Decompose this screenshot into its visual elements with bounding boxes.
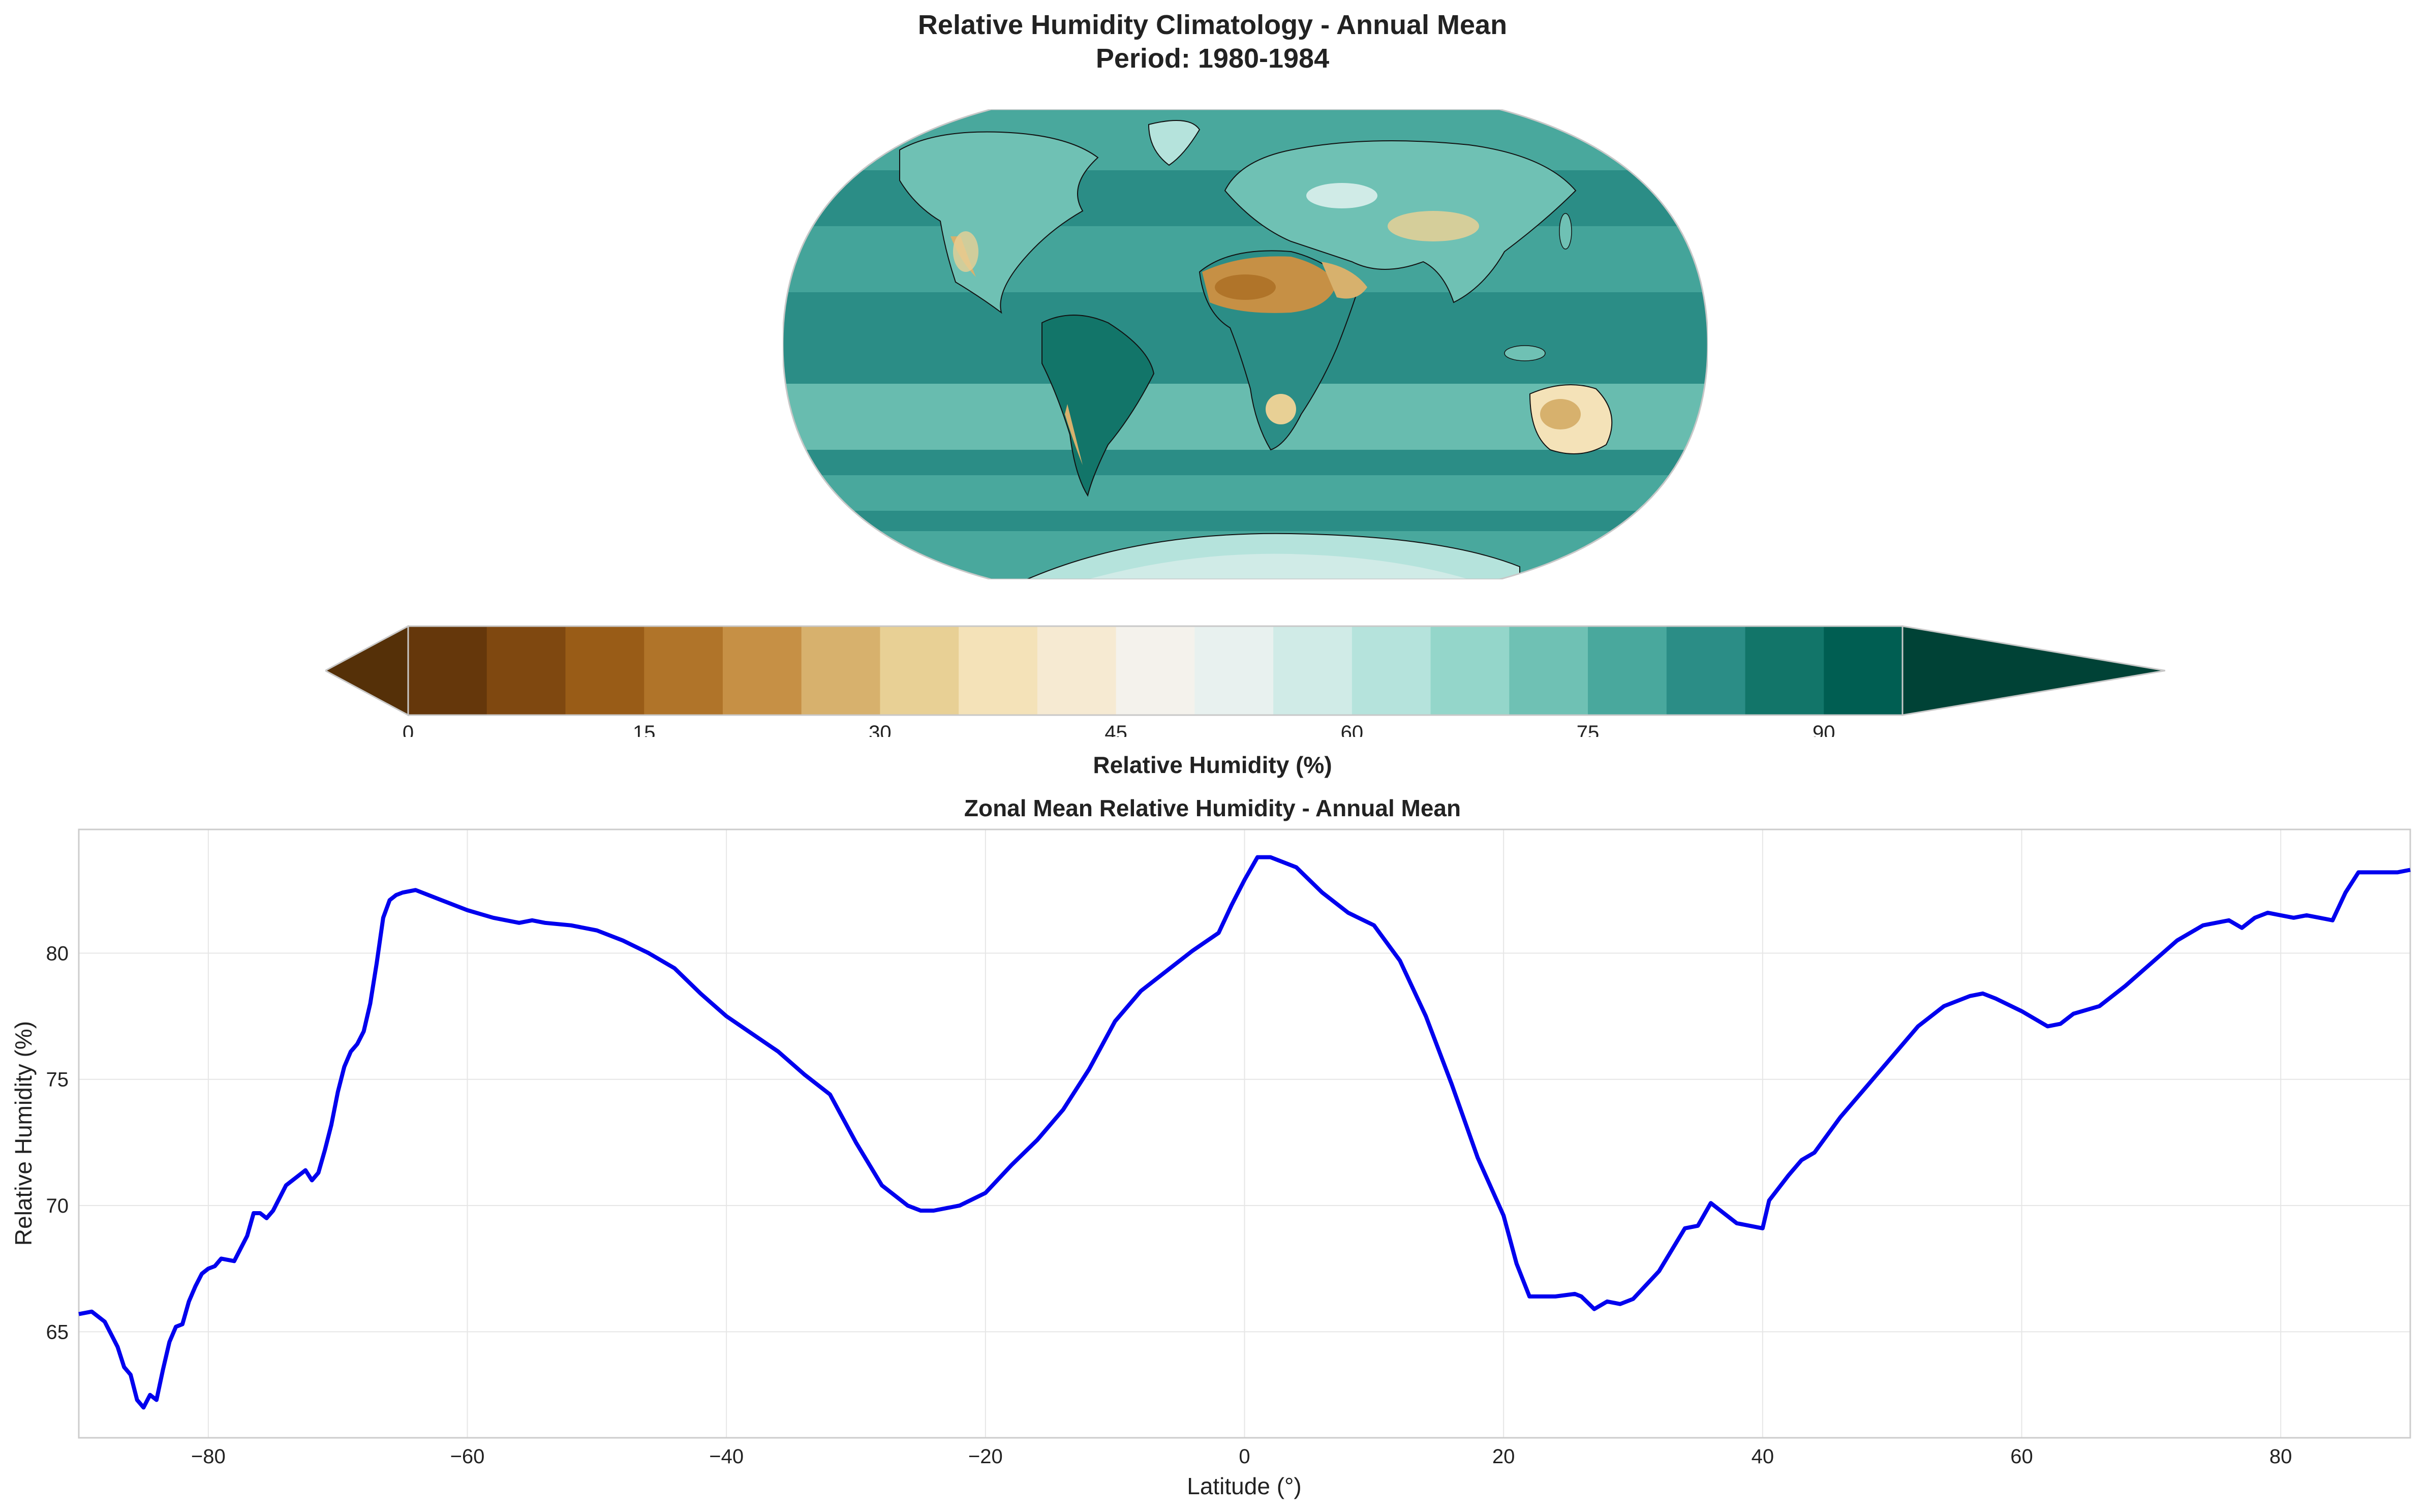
colorbar-segment — [1745, 626, 1824, 715]
map-frame — [783, 109, 1708, 579]
grid — [79, 829, 2410, 1438]
x-tick-label: 20 — [1492, 1445, 1515, 1468]
colorbar-tick-label: 60 — [1341, 722, 1364, 737]
figure-title: Relative Humidity Climatology - Annual M… — [917, 10, 1508, 40]
x-tick-label: −80 — [191, 1445, 226, 1468]
colorbar-tick-label: 90 — [1813, 722, 1835, 737]
y-axis-label: Relative Humidity (%) — [10, 1021, 37, 1246]
x-axis-label: Latitude (°) — [1187, 1473, 1302, 1499]
colorbar-segment — [1824, 626, 1903, 715]
greenland-landmass — [1148, 120, 1201, 166]
colorbar-segment — [801, 626, 880, 715]
figure-subtitle: Period: 1980-1984 — [1095, 43, 1330, 74]
colorbar: 0 15 30 45 60 75 90 — [325, 625, 2165, 737]
colorbar-segment — [408, 626, 487, 715]
colorbar-segment — [1430, 626, 1510, 715]
colorbar-tick-label: 15 — [633, 722, 656, 737]
y-tick-label: 65 — [46, 1321, 69, 1343]
zonal-mean-chart: −80 −60 −40 −20 0 20 40 60 80 65 70 75 80 Latitude … — [10, 828, 2411, 1499]
map-fill — [783, 109, 1708, 579]
colorbar-extend-low — [325, 625, 409, 717]
colorbar-extend-high — [1901, 625, 2165, 716]
colorbar-segment — [1194, 626, 1274, 715]
x-tick-label: −60 — [450, 1445, 485, 1468]
colorbar-tick-label: 75 — [1577, 722, 1600, 737]
colorbar-segment — [565, 626, 644, 715]
x-tick-label: 60 — [2010, 1445, 2033, 1468]
world-map — [783, 109, 1708, 579]
colorbar-tick-label: 0 — [403, 722, 414, 737]
south-america-landmass — [1041, 315, 1155, 497]
colorbar-segment — [1116, 626, 1195, 715]
colorbar-segment — [959, 626, 1038, 715]
colorbar-segment — [1352, 626, 1431, 715]
colorbar-segment — [644, 626, 723, 715]
colorbar-tick-label: 45 — [1104, 722, 1127, 737]
y-tick-label: 75 — [46, 1069, 69, 1091]
colorbar-segment — [1273, 626, 1353, 715]
y-tick-label: 70 — [46, 1195, 69, 1217]
north-america-landmass — [899, 131, 1099, 314]
y-tick-label: 80 — [46, 942, 69, 965]
x-tick-label: 80 — [2269, 1445, 2292, 1468]
x-tick-label: −20 — [968, 1445, 1003, 1468]
colorbar-tick-label: 30 — [869, 722, 892, 737]
colorbar-segment — [1037, 626, 1117, 715]
colorbar-segment — [1666, 626, 1746, 715]
x-tick-label: 40 — [1752, 1445, 1774, 1468]
colorbar-segment — [1509, 626, 1588, 715]
series-line — [78, 855, 2411, 1410]
colorbar-frame — [407, 625, 1904, 716]
colorbar-segment — [486, 626, 566, 715]
plot-frame — [78, 828, 2411, 1439]
colorbar-segment — [1588, 626, 1667, 715]
x-tick-label: −40 — [709, 1445, 744, 1468]
colorbar-segment — [722, 626, 802, 715]
zonal-chart-title: Zonal Mean Relative Humidity - Annual Me… — [964, 795, 1461, 821]
colorbar-segment — [880, 626, 959, 715]
x-tick-label: 0 — [1239, 1445, 1250, 1468]
colorbar-label: Relative Humidity (%) — [1093, 752, 1332, 778]
